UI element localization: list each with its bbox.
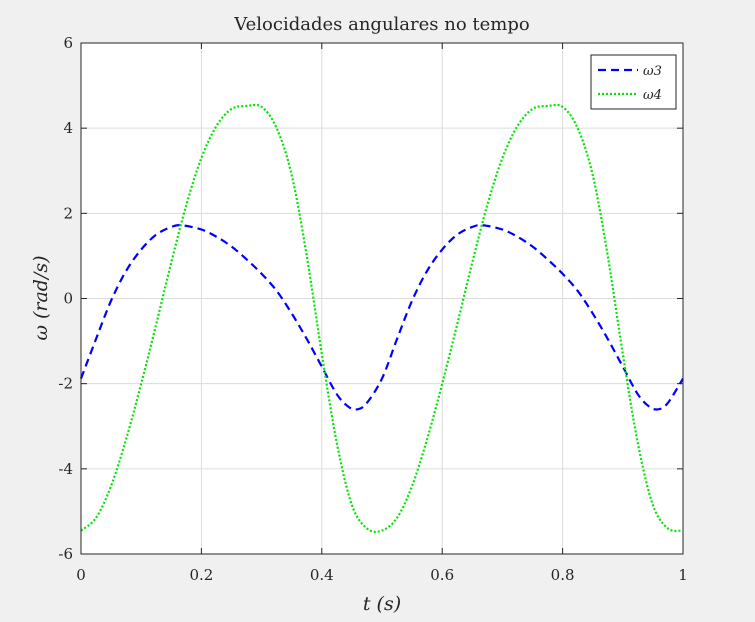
series-lines (79, 103, 684, 533)
axes-box (80, 42, 684, 555)
x-tick-label: 1 (678, 566, 688, 584)
x-tick-label: 0.2 (189, 566, 213, 584)
x-tick-label: 0.4 (310, 566, 334, 584)
y-tick-label: 0 (63, 290, 73, 308)
y-tick-label: 4 (63, 119, 73, 137)
legend: ω3 ω4 (590, 54, 677, 110)
y-tick-label: -6 (58, 545, 73, 563)
x-axis-label: t (s) (363, 593, 401, 615)
legend-label-omega3: ω3 (643, 64, 662, 79)
y-tick-label: -4 (58, 460, 73, 478)
y-tick-label: -2 (58, 375, 73, 393)
legend-box (590, 54, 677, 110)
y-tick-label: 2 (63, 204, 73, 222)
x-tick-label: 0.8 (551, 566, 575, 584)
chart-title: Velocidades angulares no tempo (233, 14, 529, 35)
y-tick-labels: -6 -4 -2 0 2 4 6 (58, 34, 73, 563)
series-line-omega4 (80, 103, 684, 533)
y-tick-label: 6 (63, 34, 73, 52)
legend-label-omega4: ω4 (643, 88, 662, 103)
x-tick-labels: 0 0.2 0.4 0.6 0.8 1 (76, 566, 688, 584)
x-tick-label: 0.6 (430, 566, 454, 584)
x-tick-label: 0 (76, 566, 86, 584)
series-line-omega3 (79, 224, 684, 411)
y-axis-label: ω (rad/s) (30, 255, 52, 340)
